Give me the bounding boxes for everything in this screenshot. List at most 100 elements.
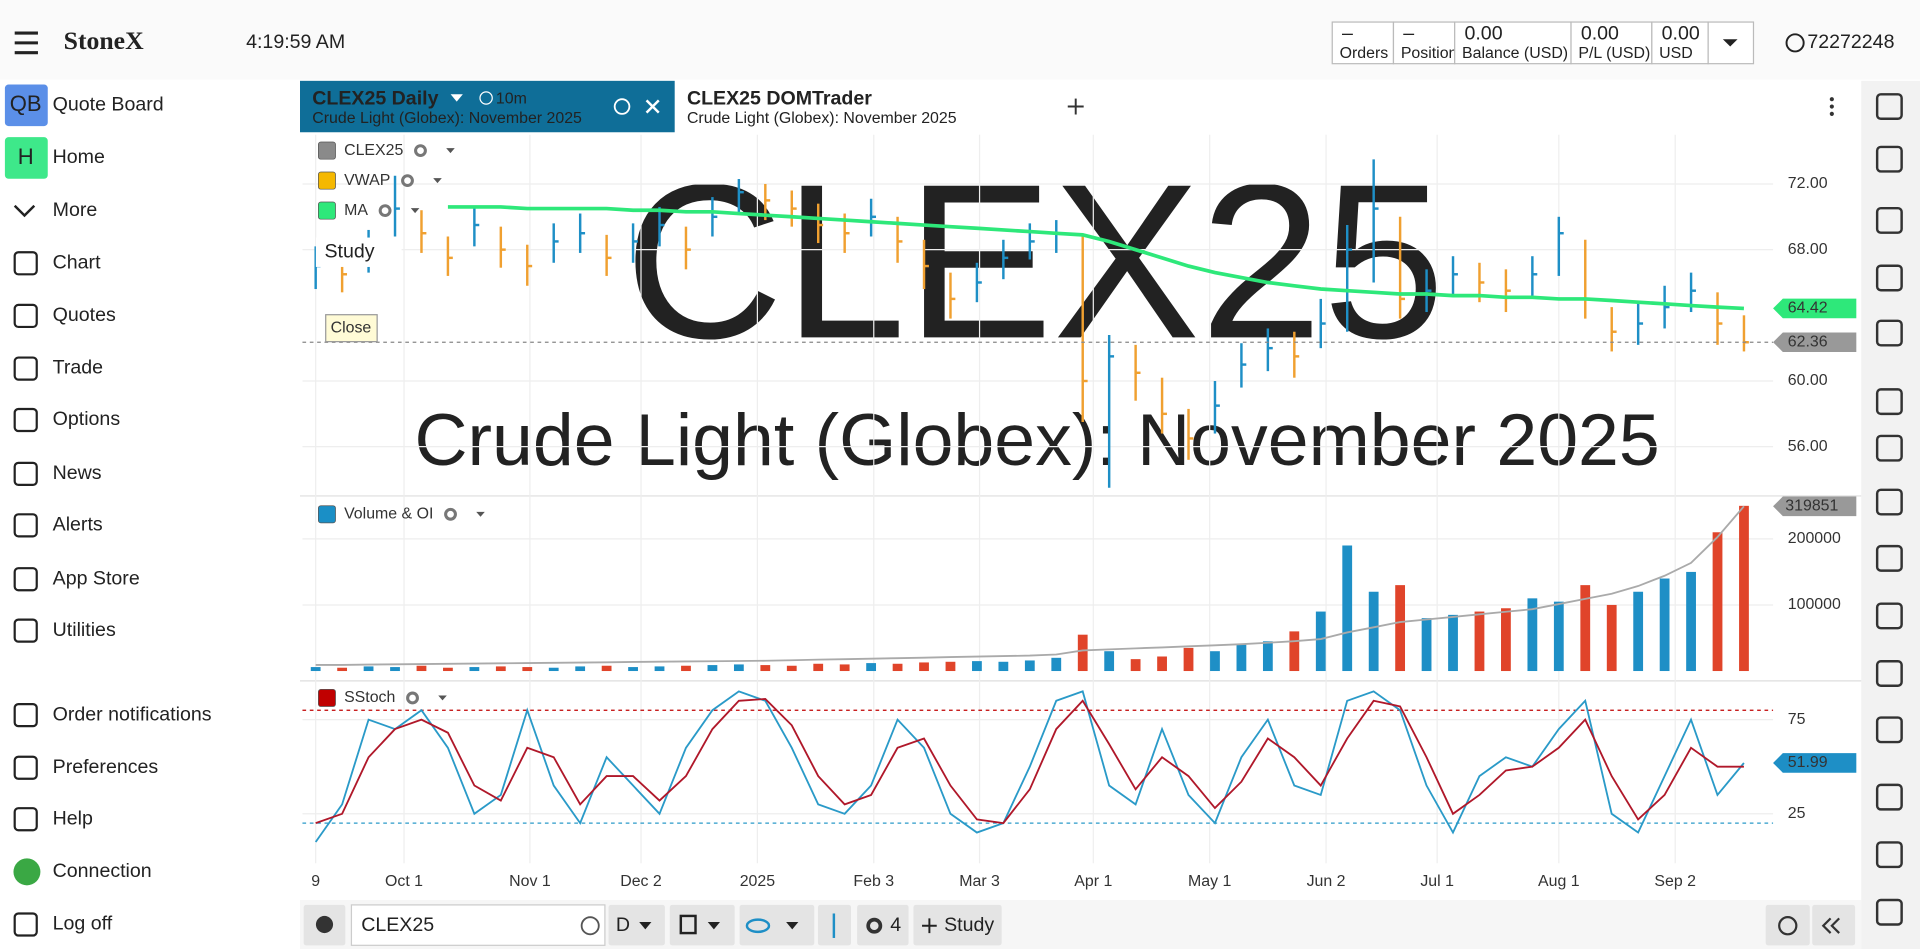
legend-dropdown[interactable]: [410, 208, 420, 214]
legend-label[interactable]: MA: [344, 202, 368, 219]
account-id[interactable]: 72272248: [1807, 31, 1894, 53]
volume-bar: [1104, 651, 1115, 672]
menu-item[interactable]: Utilities: [53, 619, 116, 641]
toolbar-button[interactable]: [1765, 904, 1810, 946]
legend-settings[interactable]: [414, 144, 427, 158]
ma-label: 64.42: [1788, 300, 1828, 317]
tab-dropdown[interactable]: [450, 94, 463, 102]
tab-detach[interactable]: [613, 98, 631, 115]
legend-settings[interactable]: [401, 174, 414, 188]
menu-item[interactable]: Quote Board: [53, 93, 164, 115]
legend-swatch[interactable]: [318, 141, 336, 160]
volume-bar: [1633, 591, 1644, 672]
legend-settings[interactable]: [378, 204, 392, 218]
legend-label[interactable]: VWAP: [344, 172, 390, 189]
volume-bar: [866, 663, 877, 672]
tool-button[interactable]: [1875, 93, 1903, 121]
volume-bar: [1315, 611, 1326, 672]
toolbar-button[interactable]: [913, 904, 1002, 946]
tooltip: Close: [331, 319, 372, 336]
menu-item[interactable]: Order notifications: [53, 703, 212, 725]
tool-button[interactable]: [1875, 206, 1903, 234]
toolbar-button[interactable]: [857, 904, 909, 946]
menu-item[interactable]: Help: [53, 807, 93, 829]
y-tick-label: 25: [1788, 805, 1806, 822]
active-tab[interactable]: [300, 80, 675, 133]
legend-dropdown[interactable]: [433, 178, 442, 184]
status-dot: [13, 858, 41, 886]
tab-close[interactable]: [645, 99, 660, 114]
x-tick-label: Dec 2: [620, 873, 662, 890]
legend-dropdown[interactable]: [446, 148, 455, 154]
toolbar-button[interactable]: [608, 904, 665, 946]
menu-item[interactable]: Trade: [53, 357, 104, 379]
period-arrow: [639, 922, 652, 930]
legend-dropdown[interactable]: [476, 511, 485, 517]
toolbar-button[interactable]: [739, 904, 815, 946]
volume-bar: [601, 665, 612, 672]
menu-item[interactable]: Log off: [53, 913, 113, 935]
menu-icon[interactable]: [14, 31, 38, 55]
volume-bar: [998, 661, 1009, 672]
tab-menu[interactable]: [1829, 97, 1834, 116]
tool-button[interactable]: [1875, 841, 1903, 869]
menu-item[interactable]: Alerts: [53, 513, 103, 535]
legend-label[interactable]: SStoch: [344, 689, 395, 706]
legend-swatch[interactable]: [318, 201, 336, 220]
new-tab[interactable]: [1067, 98, 1084, 115]
last-price-label: 62.36: [1788, 333, 1828, 350]
tool-button[interactable]: [1875, 544, 1903, 572]
legend-label[interactable]: CLEX25: [344, 142, 403, 159]
legend-dropdown[interactable]: [438, 695, 447, 701]
volume-bar: [1236, 644, 1247, 672]
study-button: Study: [944, 914, 994, 936]
dropdown-arrow: [1722, 39, 1738, 47]
tab-title[interactable]: CLEX25 DOMTrader: [687, 87, 872, 109]
menu-icon: [13, 912, 38, 937]
symbol-input[interactable]: [350, 904, 606, 946]
tool-button[interactable]: [1875, 898, 1903, 926]
oi-label: 319851: [1785, 498, 1838, 515]
globe-icon: [1785, 33, 1805, 53]
tool-button[interactable]: [1875, 145, 1903, 173]
account-box[interactable]: [1392, 21, 1456, 65]
menu-item[interactable]: Home: [53, 146, 105, 168]
stoch-d-line: [315, 698, 1744, 825]
menu-item[interactable]: Preferences: [53, 756, 159, 778]
tool-button[interactable]: [1875, 264, 1903, 292]
menu-item[interactable]: More: [53, 199, 98, 221]
account-label: P/L (USD): [1578, 45, 1650, 62]
volume-bar: [1210, 651, 1220, 672]
tool-button[interactable]: [1875, 716, 1903, 744]
menu-icon: [13, 807, 38, 832]
menu-item[interactable]: Options: [53, 408, 121, 430]
account-box[interactable]: [1454, 21, 1572, 65]
badge: [4, 84, 48, 127]
legend-swatch[interactable]: [318, 171, 336, 190]
tool-button[interactable]: [1875, 602, 1903, 630]
add-study[interactable]: Study: [324, 240, 374, 262]
toolbar-button[interactable]: [669, 904, 735, 946]
y-tick-label: 200000: [1788, 530, 1841, 547]
tool-button[interactable]: [1875, 319, 1903, 347]
tool-button[interactable]: [1875, 434, 1903, 462]
account-box[interactable]: [1331, 21, 1395, 65]
account-label: USD: [1659, 45, 1693, 62]
legend-label[interactable]: Volume & OI: [344, 505, 433, 522]
legend-settings[interactable]: [406, 691, 419, 705]
legend-swatch[interactable]: [318, 689, 336, 707]
tool-button[interactable]: [1875, 660, 1903, 687]
volume-bar: [628, 667, 638, 672]
tool-button[interactable]: [1875, 488, 1903, 516]
menu-item[interactable]: Chart: [53, 251, 101, 273]
account-box[interactable]: [1570, 21, 1653, 65]
volume-bar: [1553, 601, 1564, 672]
menu-item[interactable]: Quotes: [53, 304, 116, 326]
tool-button[interactable]: [1875, 388, 1903, 416]
menu-item[interactable]: App Store: [53, 567, 140, 589]
menu-item[interactable]: Connection: [53, 860, 152, 882]
menu-item[interactable]: News: [53, 462, 102, 484]
tool-button[interactable]: [1875, 783, 1903, 811]
legend-settings[interactable]: [444, 507, 457, 521]
legend-swatch[interactable]: [318, 505, 336, 524]
